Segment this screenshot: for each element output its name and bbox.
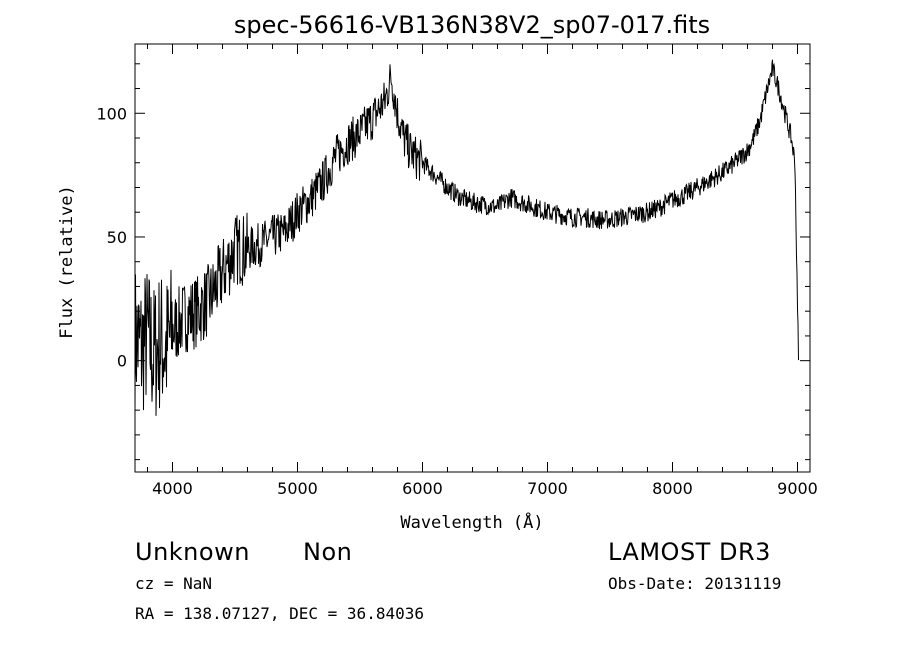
x-tick-label: 6000 <box>402 479 443 498</box>
x-tick-label: 8000 <box>652 479 693 498</box>
chart-title: spec-56616-VB136N38V2_sp07-017.fits <box>234 11 710 39</box>
subclass-label: Non <box>303 538 353 566</box>
survey-label: LAMOST DR3 <box>608 538 771 566</box>
y-tick-label: 0 <box>117 352 127 371</box>
redshift-label: cz = NaN <box>135 574 213 593</box>
x-tick-label: 7000 <box>527 479 568 498</box>
plot-frame <box>134 43 811 473</box>
coordinates-label: RA = 138.07127, DEC = 36.84036 <box>135 604 424 623</box>
x-tick-label: 5000 <box>277 479 318 498</box>
x-axis-label: Wavelength (Å) <box>400 511 543 533</box>
spectrum-line <box>134 59 799 416</box>
y-axis-label: Flux (relative) <box>57 185 77 339</box>
obs-date-label: Obs-Date: 20131119 <box>608 574 782 593</box>
x-tick-label: 9000 <box>777 479 818 498</box>
y-tick-label: 50 <box>107 228 127 247</box>
object-class-label: Unknown <box>135 538 250 566</box>
x-tick-label: 4000 <box>152 479 193 498</box>
y-tick-label: 100 <box>96 104 127 123</box>
